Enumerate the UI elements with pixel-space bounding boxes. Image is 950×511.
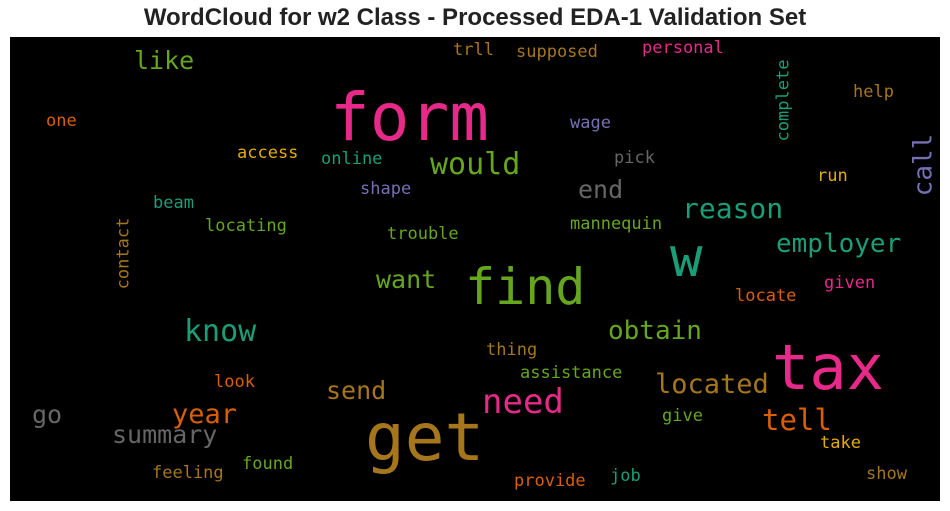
word-employer: employer [776, 229, 902, 259]
word-year: year [172, 399, 238, 430]
word-provide: provide [514, 471, 586, 491]
word-take: take [820, 433, 861, 453]
word-online: online [321, 149, 383, 169]
word-send: send [326, 376, 387, 405]
word-look: look [214, 372, 255, 392]
word-one: one [46, 111, 77, 131]
word-get: get [365, 399, 485, 476]
word-would: would [430, 147, 521, 182]
word-help: help [853, 82, 894, 102]
word-contact: contact [113, 217, 134, 290]
word-summary: summary [112, 420, 218, 449]
word-end: end [578, 175, 624, 204]
word-tell: tell [762, 403, 832, 437]
word-personal: personal [642, 38, 724, 58]
word-thing: thing [486, 340, 538, 360]
chart-title: WordCloud for w2 Class - Processed EDA-1… [143, 4, 807, 31]
word-found: found [242, 454, 294, 474]
word-job: job [610, 466, 641, 486]
word-access: access [237, 143, 299, 163]
word-located: located [655, 369, 769, 400]
word-complete: complete [773, 59, 794, 142]
word-give: give [662, 406, 703, 426]
word-pick: pick [614, 148, 655, 168]
word-go: go [32, 400, 63, 429]
word-locating: locating [205, 216, 287, 236]
wordcloud-canvas: form get tax find w need would know reason employ… [10, 37, 940, 501]
word-trll: trll [453, 40, 494, 60]
word-shape: shape [360, 179, 412, 199]
word-need: need [482, 382, 564, 422]
word-assistance: assistance [520, 363, 623, 383]
word-given: given [824, 273, 876, 293]
word-mannequin: mannequin [570, 214, 663, 234]
word-obtain: obtain [608, 316, 702, 346]
word-like: like [134, 46, 195, 75]
word-call: call [908, 133, 939, 197]
word-locate: locate [735, 286, 797, 306]
word-reason: reason [682, 192, 784, 225]
word-trouble: trouble [387, 224, 459, 244]
word-feeling: feeling [152, 463, 224, 483]
word-w: w [670, 226, 703, 289]
word-show: show [866, 464, 907, 484]
word-form: form [330, 79, 489, 156]
word-find: find [465, 258, 586, 316]
word-want: want [376, 265, 437, 294]
word-wage: wage [570, 113, 611, 133]
word-run: run [817, 166, 848, 186]
word-supposed: supposed [516, 42, 598, 62]
word-tax: tax [772, 331, 884, 404]
word-beam: beam [153, 193, 194, 213]
word-know: know [184, 314, 257, 349]
